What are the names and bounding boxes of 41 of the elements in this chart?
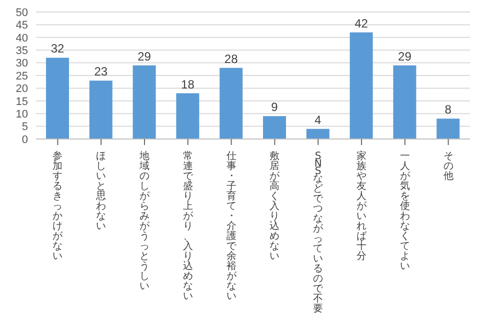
- y-tick-label: 5: [22, 121, 28, 134]
- category-label: 常連で盛り上がり、入り込めない: [182, 151, 193, 302]
- data-label: 29: [398, 49, 412, 64]
- x-tick-label: その他: [443, 151, 454, 182]
- bar: [176, 93, 200, 139]
- bar: [306, 128, 330, 139]
- data-label: 32: [50, 42, 64, 56]
- y-tick-label: 35: [16, 45, 28, 58]
- data-label: 23: [94, 64, 108, 79]
- y-tick-label: 50: [16, 6, 28, 19]
- category-label: 地域のしがらみがうっとうしい: [140, 151, 150, 292]
- bar: [350, 32, 373, 139]
- y-tick-label: 25: [16, 70, 28, 82]
- category-label: 参加するきっかけがない: [52, 151, 63, 262]
- category-label: 一人が気を使わなくてよい: [400, 151, 410, 272]
- x-tick-label: ほしいと思わない: [95, 151, 106, 232]
- bar: [393, 65, 416, 139]
- bar: [220, 68, 243, 139]
- category-label: SNSなどでつながっているので不要: [313, 151, 324, 314]
- y-tick-label: 15: [16, 96, 28, 108]
- data-label: 4: [314, 112, 322, 127]
- bar: [89, 80, 112, 139]
- y-tick-label: 0: [22, 134, 28, 146]
- bar: [436, 118, 460, 139]
- data-label: 18: [181, 77, 195, 92]
- y-tick-label: 40: [16, 32, 28, 44]
- y-tick-label: 30: [16, 58, 28, 70]
- bar: [132, 65, 156, 139]
- data-label: 42: [354, 16, 368, 30]
- category-label: 家族や友人がいれば十分: [356, 151, 366, 262]
- bar: [46, 58, 69, 139]
- y-tick-label: 20: [16, 83, 28, 96]
- data-label: 28: [224, 52, 238, 66]
- data-label: 9: [271, 100, 278, 114]
- y-tick-label: 10: [16, 108, 28, 121]
- data-label: 8: [444, 102, 452, 117]
- y-tick-label: 45: [16, 20, 28, 32]
- bar: [263, 116, 286, 139]
- data-label: 29: [138, 49, 152, 64]
- category-label: 仕事・子育て・介護で余裕がない: [226, 151, 236, 302]
- category-label: 敷居が高く入り込めない: [270, 151, 280, 262]
